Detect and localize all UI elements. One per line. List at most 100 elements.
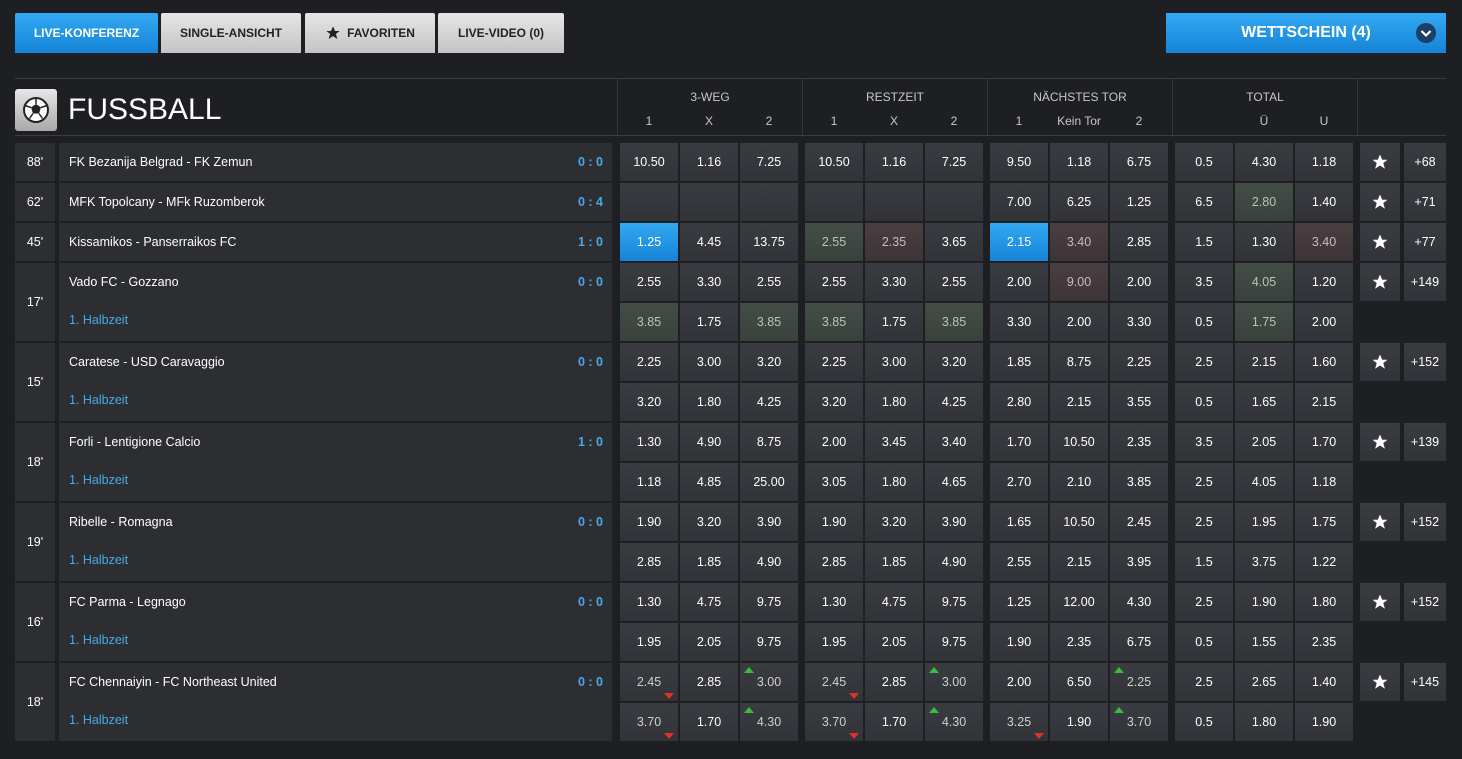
odds-cell[interactable]: 2.15 — [990, 223, 1048, 261]
odds-cell[interactable]: 4.65 — [925, 463, 983, 501]
favorite-button[interactable] — [1360, 503, 1400, 541]
odds-cell[interactable]: 3.30 — [990, 303, 1048, 341]
odds-cell[interactable]: 1.16 — [680, 143, 738, 181]
odds-cell[interactable]: 1.90 — [990, 623, 1048, 661]
odds-cell[interactable]: 1.80 — [865, 383, 923, 421]
odds-cell[interactable]: 3.20 — [620, 383, 678, 421]
odds-cell[interactable]: 2.45 — [805, 663, 863, 701]
odds-cell[interactable]: 1.60 — [1295, 343, 1353, 381]
favorite-button[interactable] — [1360, 343, 1400, 381]
odds-cell[interactable]: 4.90 — [680, 423, 738, 461]
odds-cell[interactable]: 2.35 — [865, 223, 923, 261]
odds-cell[interactable]: 3.00 — [740, 663, 798, 701]
odds-cell[interactable]: 1.80 — [1295, 583, 1353, 621]
favorite-button[interactable] — [1360, 183, 1400, 221]
odds-cell[interactable]: 2.05 — [680, 623, 738, 661]
odds-cell[interactable]: 2.85 — [805, 543, 863, 581]
odds-cell[interactable]: 2.80 — [990, 383, 1048, 421]
odds-cell[interactable]: 3.00 — [865, 343, 923, 381]
odds-cell[interactable]: 1.25 — [990, 583, 1048, 621]
odds-cell[interactable]: 1.90 — [620, 503, 678, 541]
odds-cell[interactable]: 1.95 — [805, 623, 863, 661]
odds-cell[interactable]: 2.70 — [990, 463, 1048, 501]
odds-cell[interactable]: 6.75 — [1110, 143, 1168, 181]
more-markets-button[interactable]: +149 — [1404, 263, 1446, 301]
odds-cell[interactable]: 2.55 — [805, 223, 863, 261]
odds-cell[interactable]: 10.50 — [1050, 503, 1108, 541]
odds-cell[interactable]: 1.70 — [1295, 423, 1353, 461]
odds-cell[interactable]: 4.05 — [1235, 263, 1293, 301]
odds-cell[interactable]: 25.00 — [740, 463, 798, 501]
odds-cell[interactable]: 6.25 — [1050, 183, 1108, 221]
odds-cell[interactable]: 9.75 — [740, 583, 798, 621]
odds-cell[interactable]: 3.90 — [925, 503, 983, 541]
odds-cell[interactable]: 2.85 — [680, 663, 738, 701]
odds-cell[interactable]: 4.25 — [740, 383, 798, 421]
odds-cell[interactable]: 2.85 — [865, 663, 923, 701]
odds-cell[interactable]: 1.75 — [865, 303, 923, 341]
odds-cell[interactable]: 2.25 — [1110, 663, 1168, 701]
odds-cell[interactable]: 3.75 — [1235, 543, 1293, 581]
more-markets-button[interactable]: +152 — [1404, 583, 1446, 621]
odds-cell[interactable]: 1.75 — [680, 303, 738, 341]
odds-cell[interactable]: 1.90 — [805, 503, 863, 541]
odds-cell[interactable]: 3.90 — [740, 503, 798, 541]
more-markets-button[interactable]: +77 — [1404, 223, 1446, 261]
odds-cell[interactable]: 2.85 — [620, 543, 678, 581]
favorite-button[interactable] — [1360, 423, 1400, 461]
odds-cell[interactable]: 3.85 — [925, 303, 983, 341]
odds-cell[interactable]: 1.70 — [990, 423, 1048, 461]
odds-cell[interactable]: 3.40 — [925, 423, 983, 461]
odds-cell[interactable]: 1.75 — [1235, 303, 1293, 341]
odds-cell[interactable]: 1.90 — [1050, 703, 1108, 741]
favorite-button[interactable] — [1360, 223, 1400, 261]
odds-cell[interactable]: 3.70 — [1110, 703, 1168, 741]
odds-cell[interactable]: 1.18 — [1295, 463, 1353, 501]
more-markets-button[interactable]: +152 — [1404, 343, 1446, 381]
odds-cell[interactable]: 8.75 — [1050, 343, 1108, 381]
odds-cell[interactable]: 1.70 — [865, 703, 923, 741]
odds-cell[interactable]: 2.15 — [1050, 383, 1108, 421]
odds-cell[interactable]: 2.15 — [1050, 543, 1108, 581]
odds-cell[interactable]: 7.00 — [990, 183, 1048, 221]
more-markets-button[interactable]: +139 — [1404, 423, 1446, 461]
odds-cell[interactable]: 2.05 — [865, 623, 923, 661]
odds-cell[interactable]: 3.70 — [805, 703, 863, 741]
odds-cell[interactable]: 2.00 — [1050, 303, 1108, 341]
odds-cell[interactable]: 3.65 — [925, 223, 983, 261]
odds-cell[interactable]: 1.30 — [1235, 223, 1293, 261]
odds-cell[interactable]: 3.30 — [680, 263, 738, 301]
odds-cell[interactable]: 3.45 — [865, 423, 923, 461]
odds-cell[interactable]: 3.30 — [865, 263, 923, 301]
odds-cell[interactable]: 1.30 — [620, 423, 678, 461]
odds-cell[interactable]: 10.50 — [620, 143, 678, 181]
odds-cell[interactable]: 4.90 — [740, 543, 798, 581]
odds-cell[interactable]: 9.00 — [1050, 263, 1108, 301]
odds-cell[interactable]: 2.25 — [1110, 343, 1168, 381]
odds-cell[interactable]: 9.75 — [925, 583, 983, 621]
odds-cell[interactable]: 1.18 — [1050, 143, 1108, 181]
odds-cell[interactable]: 1.80 — [865, 463, 923, 501]
odds-cell[interactable]: 2.55 — [990, 543, 1048, 581]
odds-cell[interactable]: 2.65 — [1235, 663, 1293, 701]
odds-cell[interactable]: 3.20 — [925, 343, 983, 381]
odds-cell[interactable]: 2.85 — [1110, 223, 1168, 261]
odds-cell[interactable]: 1.25 — [620, 223, 678, 261]
odds-cell[interactable]: 2.00 — [1110, 263, 1168, 301]
tab[interactable]: LIVE-KONFERENZ — [15, 13, 158, 53]
more-markets-button[interactable]: +145 — [1404, 663, 1446, 701]
favorite-button[interactable] — [1360, 663, 1400, 701]
betslip-button[interactable]: WETTSCHEIN (4) — [1166, 13, 1446, 53]
odds-cell[interactable]: 6.75 — [1110, 623, 1168, 661]
odds-cell[interactable]: 4.05 — [1235, 463, 1293, 501]
odds-cell[interactable]: 4.75 — [680, 583, 738, 621]
odds-cell[interactable]: 3.00 — [925, 663, 983, 701]
odds-cell[interactable]: 10.50 — [1050, 423, 1108, 461]
odds-cell[interactable]: 1.65 — [1235, 383, 1293, 421]
odds-cell[interactable]: 1.95 — [1235, 503, 1293, 541]
odds-cell[interactable]: 3.05 — [805, 463, 863, 501]
odds-cell[interactable]: 1.22 — [1295, 543, 1353, 581]
odds-cell[interactable]: 3.20 — [805, 383, 863, 421]
tab[interactable]: FAVORITEN — [305, 13, 435, 53]
odds-cell[interactable]: 2.55 — [805, 263, 863, 301]
